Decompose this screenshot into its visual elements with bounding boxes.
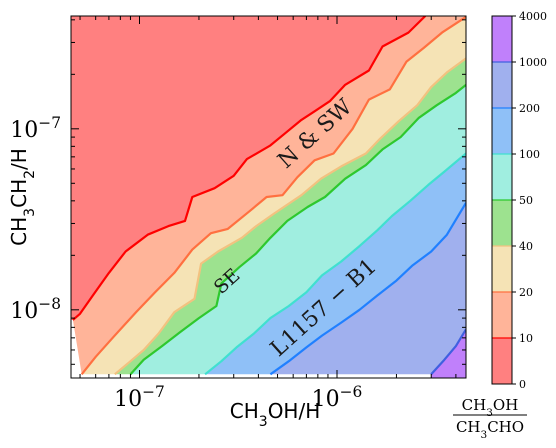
colorbar-tick-label: 4000 bbox=[519, 10, 547, 23]
x-axis-label: CH3OH/H bbox=[230, 399, 321, 430]
colorbar-tick-label: 40 bbox=[519, 240, 533, 253]
contour-band-2 bbox=[81, 16, 466, 375]
colorbar-segment-1 bbox=[492, 292, 512, 339]
contour-line-50 bbox=[129, 83, 466, 376]
y-tick-label: 10−8 bbox=[10, 295, 61, 324]
colorbar-segment-3 bbox=[492, 200, 512, 247]
contour-line-1000 bbox=[430, 328, 466, 376]
colorbar-label-numerator: CH3OH bbox=[462, 396, 519, 419]
contour-line-100 bbox=[204, 152, 466, 376]
colorbar: 0 10 20 40 50 100 200 1000 4000 bbox=[491, 10, 547, 391]
contour-band-6 bbox=[270, 202, 466, 375]
contour-line-20 bbox=[80, 16, 466, 375]
contour-line-10 bbox=[72, 16, 427, 321]
colorbar-tick-label: 0 bbox=[519, 378, 526, 391]
contour-band-0 bbox=[71, 16, 426, 320]
x-tick-label: 10−6 bbox=[312, 383, 363, 412]
contour-band-4 bbox=[130, 84, 466, 375]
colorbar-segment-2 bbox=[492, 246, 512, 293]
contour-band-1 bbox=[72, 16, 466, 375]
y-axis-label: CH3CH2/H bbox=[7, 148, 38, 246]
colorbar-segment-6 bbox=[492, 62, 512, 109]
colorbar-tick-label: 50 bbox=[519, 194, 533, 207]
colorbar-label-denominator: CH3CHO bbox=[456, 418, 524, 441]
colorbar-tick-label: 20 bbox=[519, 286, 533, 299]
contour-fills bbox=[71, 16, 466, 378]
plot-frame bbox=[70, 15, 467, 379]
colorbar-segment-4 bbox=[492, 154, 512, 201]
colorbar-segment-7 bbox=[492, 16, 512, 63]
colorbar-tick-label: 200 bbox=[519, 102, 540, 115]
colorbar-segment-5 bbox=[492, 108, 512, 155]
contour-band-3 bbox=[114, 58, 466, 375]
colorbar-tick-label: 100 bbox=[519, 148, 540, 161]
colorbar-tick-label: 10 bbox=[519, 332, 533, 345]
contour-line-40 bbox=[114, 57, 466, 376]
y-tick-label: 10−7 bbox=[10, 114, 61, 143]
contour-line-200 bbox=[269, 202, 466, 376]
colorbar-tick-label: 1000 bbox=[519, 56, 547, 69]
colorbar-segment-0 bbox=[492, 338, 512, 385]
x-axis-ticks: 10−7 10−6 bbox=[79, 16, 457, 412]
x-tick-label: 10−7 bbox=[114, 383, 165, 412]
contour-lines bbox=[72, 16, 466, 376]
x-label-text: CH3OH/H bbox=[230, 399, 321, 430]
y-axis-ticks: 10−7 10−8 bbox=[10, 19, 466, 365]
y-label-text: CH3CH2/H bbox=[7, 148, 38, 246]
